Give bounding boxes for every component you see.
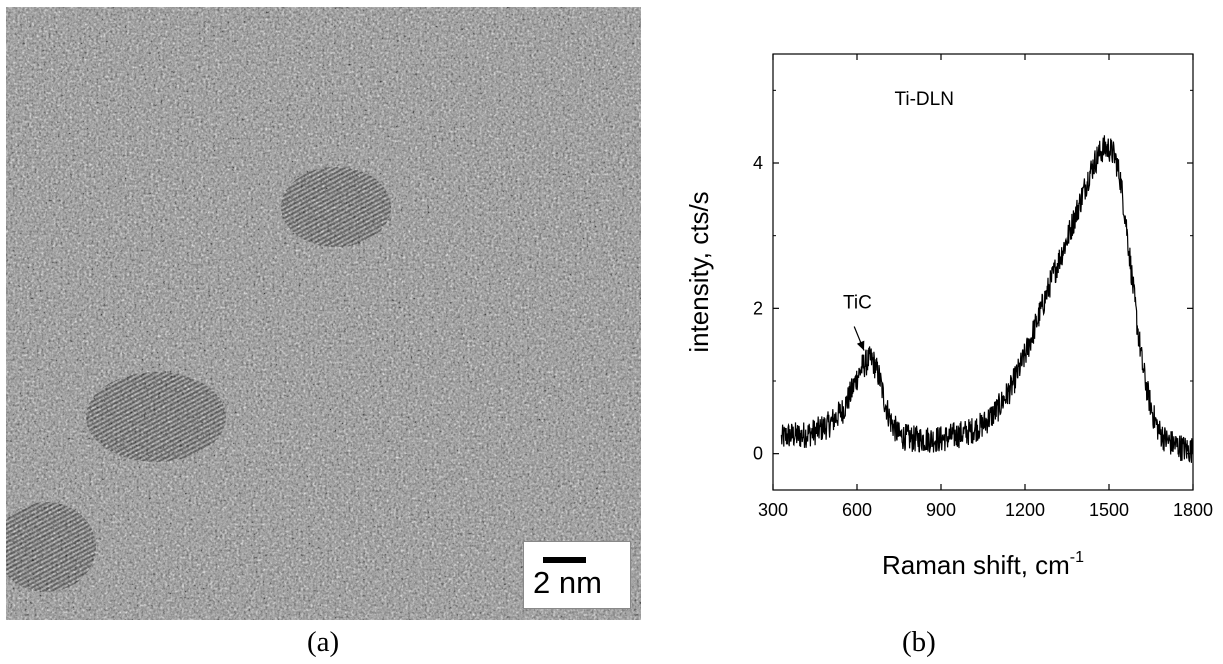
x-tick-label: 1500 — [1089, 500, 1129, 520]
y-axis-title: intensity, cts/s — [684, 191, 714, 352]
x-tick-label: 1200 — [1005, 500, 1045, 520]
scale-bar-label: 2 nm — [533, 565, 602, 600]
x-axis-title-superscript: -1 — [1070, 549, 1084, 566]
x-tick-label: 900 — [926, 500, 956, 520]
chart-title: Ti-DLN — [894, 89, 953, 110]
x-tick-label: 1800 — [1173, 500, 1213, 520]
raman-spectrum-line — [780, 135, 1194, 463]
scale-bar-line — [543, 557, 586, 563]
tem-image-panel: 2 nm — [6, 7, 641, 620]
y-tick-label: 4 — [753, 153, 763, 173]
plot-frame — [772, 53, 1194, 491]
scale-bar: 2 nm — [523, 541, 631, 609]
y-tick-label: 2 — [753, 298, 763, 318]
x-axis-title: Raman shift, cm-1 — [882, 549, 1084, 580]
tic-annotation-arrowhead — [856, 340, 865, 351]
raman-chart: 300 600 900 1200 1500 1800 0 2 4 Ti-DLN TiC Ram… — [684, 53, 1213, 580]
panel-a-caption: (a) — [307, 626, 340, 658]
y-tick-label: 0 — [753, 444, 763, 464]
tem-micrograph — [6, 7, 641, 620]
x-tick-label: 600 — [842, 500, 872, 520]
x-tick-label: 300 — [758, 500, 788, 520]
x-axis-title-text: Raman shift, cm — [882, 550, 1070, 580]
lattice-fringe-region — [86, 372, 226, 462]
raman-chart-panel: 300 600 900 1200 1500 1800 0 2 4 Ti-DLN TiC Ram… — [640, 0, 1223, 620]
panel-b-caption: (b) — [902, 626, 936, 658]
lattice-fringe-region — [6, 502, 96, 592]
tic-annotation-label: TiC — [843, 292, 872, 313]
lattice-fringe-region — [281, 167, 391, 247]
